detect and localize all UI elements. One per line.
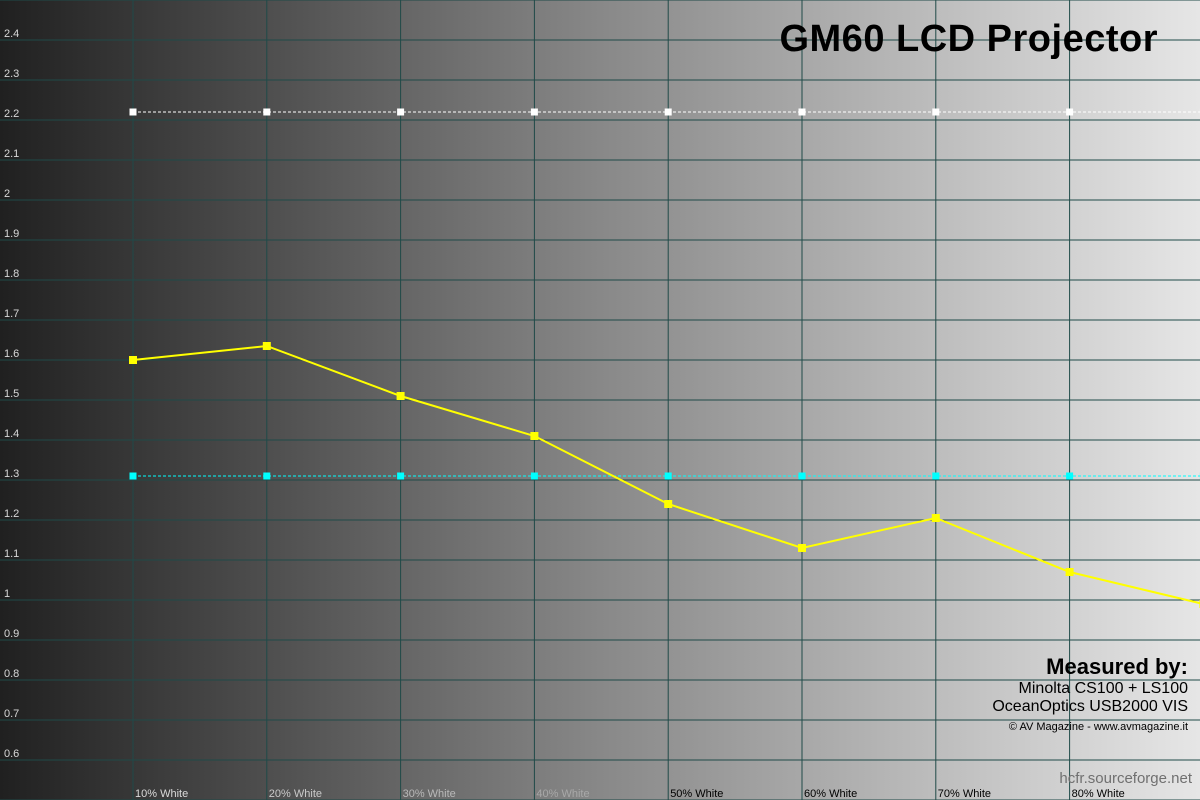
measured-gamma-point bbox=[262, 342, 271, 350]
y-tick-label: 1.3 bbox=[4, 468, 19, 480]
y-tick-label: 1.5 bbox=[4, 388, 19, 400]
y-tick-label: 1.4 bbox=[4, 428, 19, 440]
x-tick-label: 80% White bbox=[1072, 788, 1125, 800]
x-tick-label: 10% White bbox=[135, 788, 188, 800]
y-tick-label: 1.6 bbox=[4, 348, 19, 360]
y-tick-label: 1.2 bbox=[4, 508, 19, 520]
y-tick-label: 1 bbox=[4, 588, 10, 600]
chart-title: GM60 LCD Projector bbox=[779, 18, 1158, 60]
y-tick-label: 1.8 bbox=[4, 268, 19, 280]
y-tick-label: 2.4 bbox=[4, 28, 19, 40]
reference-gamma-white-point bbox=[397, 108, 405, 116]
y-tick-label: 2.1 bbox=[4, 148, 19, 160]
measured-gamma-point bbox=[1065, 568, 1074, 576]
credits-copyright: © AV Magazine - www.avmagazine.it bbox=[1008, 721, 1188, 733]
y-tick-label: 0.6 bbox=[4, 748, 19, 760]
y-tick-label: 0.9 bbox=[4, 628, 19, 640]
x-tick-label: 70% White bbox=[938, 788, 991, 800]
reference-gamma-cyan-point bbox=[263, 472, 271, 480]
measured-gamma-point bbox=[931, 514, 940, 522]
credits-instrument-2: OceanOptics USB2000 VIS bbox=[992, 698, 1188, 715]
y-tick-label: 0.7 bbox=[4, 708, 19, 720]
reference-gamma-cyan-point bbox=[932, 472, 940, 480]
measured-gamma-point bbox=[396, 392, 405, 400]
y-tick-label: 2 bbox=[4, 188, 10, 200]
x-tick-label: 40% White bbox=[536, 788, 589, 800]
y-tick-label: 2.3 bbox=[4, 68, 19, 80]
reference-gamma-white-point bbox=[932, 108, 940, 116]
reference-gamma-cyan-point bbox=[1066, 472, 1074, 480]
y-tick-label: 1.1 bbox=[4, 548, 19, 560]
reference-gamma-white-point bbox=[664, 108, 672, 116]
reference-gamma-cyan-point bbox=[397, 472, 405, 480]
reference-gamma-cyan-point bbox=[664, 472, 672, 480]
credits-block: Measured by: Minolta CS100 + LS100 Ocean… bbox=[992, 654, 1188, 736]
reference-gamma-white-point bbox=[129, 108, 137, 116]
y-tick-label: 1.9 bbox=[4, 228, 19, 240]
reference-gamma-cyan-point bbox=[530, 472, 538, 480]
measured-gamma-point bbox=[798, 544, 806, 552]
x-tick-label: 50% White bbox=[670, 788, 723, 800]
footer-site: hcfr.sourceforge.net bbox=[1059, 770, 1192, 787]
measured-gamma-point bbox=[530, 432, 539, 440]
reference-gamma-cyan-point bbox=[129, 472, 137, 480]
x-axis-ticks: 10% White 20% White 30% White 40% White 50% … bbox=[135, 788, 1125, 800]
y-axis-ticks: 0.6 0.7 0.8 0.9 1 1.1 1.2 1.3 1.4 1.5 1.6 1.7 1.8 1.9… bbox=[4, 28, 19, 760]
reference-gamma-white-point bbox=[1066, 108, 1074, 116]
credits-heading: Measured by: bbox=[1046, 654, 1188, 679]
y-tick-label: 2.2 bbox=[4, 108, 19, 120]
measured-gamma-point bbox=[664, 500, 673, 508]
reference-gamma-white-point bbox=[530, 108, 538, 116]
x-tick-label: 20% White bbox=[269, 788, 322, 800]
series-group bbox=[129, 108, 1200, 608]
credits-instrument-1: Minolta CS100 + LS100 bbox=[1018, 680, 1188, 697]
y-tick-label: 1.7 bbox=[4, 308, 19, 320]
x-tick-label: 60% White bbox=[804, 788, 857, 800]
reference-gamma-white-point bbox=[263, 108, 271, 116]
y-tick-label: 0.8 bbox=[4, 668, 19, 680]
reference-gamma-cyan-point bbox=[798, 472, 806, 480]
x-tick-label: 30% White bbox=[403, 788, 456, 800]
measured-gamma-point bbox=[129, 356, 137, 364]
reference-gamma-white-point bbox=[798, 108, 806, 116]
